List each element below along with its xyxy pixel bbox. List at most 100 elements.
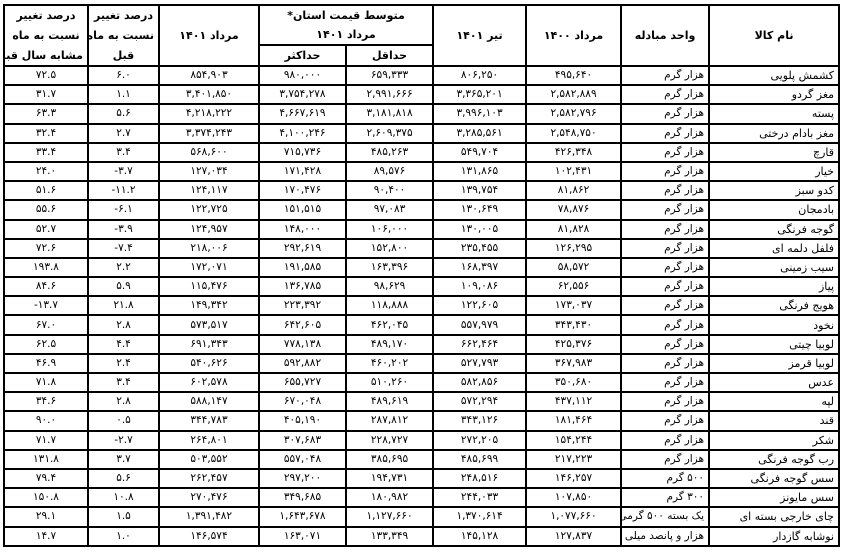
cell-mom: ۴.۴ bbox=[87, 333, 160, 355]
cell-mom: -۷.۴ bbox=[87, 237, 160, 259]
cell-unit: هزار گرم bbox=[620, 295, 711, 317]
cell-unit: هزار گرم bbox=[620, 371, 711, 394]
cell-name: چای خارجی بسته ای bbox=[708, 506, 841, 528]
cell-tir1401: ۳,۳۶۵,۲۰۱ bbox=[432, 84, 528, 106]
cell-name: لوبیا چیتی bbox=[708, 333, 841, 355]
cell-max: ۶۵۵,۷۲۷ bbox=[257, 371, 348, 394]
cell-mom: ۵.۶ bbox=[87, 467, 160, 490]
cell-yoy: ۷۱.۷ bbox=[3, 429, 89, 451]
table-row: مغز گردو هزار گرم ۲,۵۸۲,۸۸۹ ۳,۳۶۵,۲۰۱ ۲,۹۹۱,… bbox=[3, 84, 841, 106]
cell-unit: هزار گرم bbox=[620, 410, 711, 432]
cell-name: گوجه فرنگی bbox=[708, 218, 841, 240]
cell-aug1401: ۶۹۱,۳۴۳ bbox=[158, 333, 260, 355]
table-row: لوبیا قرمز هزار گرم ۳۶۷,۹۸۳ ۵۲۷,۷۹۳ ۴۶۰,۲۰۲ ۵… bbox=[3, 352, 841, 375]
cell-mom: ۲.۸ bbox=[87, 391, 160, 413]
cell-name: سس گوجه فرنگی bbox=[708, 467, 841, 490]
cell-name: نخود bbox=[708, 314, 841, 336]
cell-tir1401: ۱۴۵,۱۲۸ bbox=[432, 525, 528, 547]
cell-min: ۱۶۳,۳۹۶ bbox=[345, 256, 435, 279]
cell-unit: هزار گرم bbox=[620, 84, 711, 106]
cell-mom: ۱.۵ bbox=[87, 506, 160, 528]
cell-aug1400: ۸۱,۸۲۸ bbox=[525, 218, 623, 240]
cell-aug1401: ۳,۴۰۱,۸۵۰ bbox=[158, 84, 260, 106]
cell-tir1401: ۲۷۲,۲۰۵ bbox=[432, 429, 528, 451]
cell-aug1401: ۵۶۸,۶۰۰ bbox=[158, 141, 260, 163]
cell-tir1401: ۱۳۹,۷۵۴ bbox=[432, 180, 528, 202]
cell-max: ۱,۶۴۳,۶۷۸ bbox=[257, 506, 348, 528]
cell-name: کشمش پلویی bbox=[708, 64, 841, 87]
cell-aug1400: ۳۵۰,۶۸۰ bbox=[525, 371, 623, 394]
cell-yoy: ۶۷.۰ bbox=[3, 314, 89, 336]
cell-min: ۱۰۶,۰۰۰ bbox=[345, 218, 435, 240]
cell-unit: هزار گرم bbox=[620, 64, 711, 87]
cell-unit: هزار گرم bbox=[620, 429, 711, 451]
cell-min: ۴۸۵,۲۶۳ bbox=[345, 141, 435, 163]
cell-aug1400: ۶۲,۵۵۶ bbox=[525, 276, 623, 298]
cell-yoy: ۷۲.۵ bbox=[3, 64, 89, 87]
cell-name: بادمجان bbox=[708, 199, 841, 221]
cell-yoy: ۱۵۰.۸ bbox=[3, 487, 89, 509]
table-row: هویج فرنگی هزار گرم ۱۷۳,۰۳۷ ۱۲۲,۶۰۵ ۱۱۸,۸۸۸ ۲… bbox=[3, 295, 841, 317]
cell-aug1400: ۴۹۵,۶۴۰ bbox=[525, 64, 623, 87]
table-row: قند هزار گرم ۱۸۱,۴۶۴ ۳۴۳,۱۲۶ ۲۸۷,۸۱۲ ۴۰۵,۱۹۰ ۳… bbox=[3, 410, 841, 432]
cell-unit: هزار گرم bbox=[620, 276, 711, 298]
cell-yoy: ۸۴.۶ bbox=[3, 276, 89, 298]
cell-unit: یک بسته ۵۰۰ گرمی bbox=[620, 506, 711, 528]
header-min: حداقل bbox=[345, 44, 435, 67]
cell-yoy: ۲۴.۰ bbox=[3, 160, 89, 183]
cell-unit: هزار گرم bbox=[620, 141, 711, 163]
cell-unit: هزار گرم bbox=[620, 237, 711, 259]
cell-mom: ۵.۶ bbox=[87, 103, 160, 125]
header-yoy-2: نسبت به ماه bbox=[3, 25, 89, 45]
cell-min: ۱,۱۲۷,۶۶۰ bbox=[345, 506, 435, 528]
cell-aug1401: ۱۲۲,۷۲۵ bbox=[158, 199, 260, 221]
cell-tir1401: ۴۸۵,۶۹۹ bbox=[432, 448, 528, 470]
table-row: چای خارجی بسته ای یک بسته ۵۰۰ گرمی ۱,۰۷۷,۶… bbox=[3, 506, 841, 528]
header-name: نام کالا bbox=[708, 4, 841, 67]
cell-name: قند bbox=[708, 410, 841, 432]
cell-mom: ۳.۷ bbox=[87, 448, 160, 470]
cell-mom: ۳.۴ bbox=[87, 371, 160, 394]
cell-tir1401: ۵۷۲,۲۹۴ bbox=[432, 391, 528, 413]
cell-aug1401: ۸۵۴,۹۰۳ bbox=[158, 64, 260, 87]
cell-tir1401: ۱۶۸,۳۹۷ bbox=[432, 256, 528, 279]
cell-yoy: ۱۹۳.۸ bbox=[3, 256, 89, 279]
cell-max: ۵۹۲,۸۸۲ bbox=[257, 352, 348, 375]
cell-name: فلفل دلمه ای bbox=[708, 237, 841, 259]
table-row: لوبیا چیتی هزار گرم ۴۲۵,۳۷۶ ۶۶۲,۴۶۴ ۴۸۹,۱۷۰ ۷… bbox=[3, 333, 841, 355]
cell-max: ۱۷۰,۴۷۶ bbox=[257, 180, 348, 202]
cell-unit: هزار گرم bbox=[620, 391, 711, 413]
cell-mom: -۳.۷ bbox=[87, 160, 160, 183]
table-row: مغز بادام درختی هزار گرم ۲,۵۴۸,۷۵۰ ۳,۲۸۵,۵۶… bbox=[3, 122, 841, 144]
cell-unit: هزار گرم bbox=[620, 160, 711, 183]
cell-aug1401: ۲۱۸,۰۰۶ bbox=[158, 237, 260, 259]
cell-max: ۱۳۶,۷۸۵ bbox=[257, 276, 348, 298]
cell-tir1401: ۲۳۵,۴۵۵ bbox=[432, 237, 528, 259]
cell-aug1400: ۱۵۴,۲۴۴ bbox=[525, 429, 623, 451]
cell-max: ۳۴۹,۶۸۵ bbox=[257, 487, 348, 509]
cell-tir1401: ۱,۳۷۰,۶۱۴ bbox=[432, 506, 528, 528]
cell-min: ۲,۹۹۱,۶۶۶ bbox=[345, 84, 435, 106]
cell-aug1400: ۴۲۶,۳۴۸ bbox=[525, 141, 623, 163]
cell-min: ۴۶۲,۰۴۵ bbox=[345, 314, 435, 336]
table-row: فلفل دلمه ای هزار گرم ۱۲۶,۲۹۵ ۲۳۵,۴۵۵ ۱۵۲,۸۰… bbox=[3, 237, 841, 259]
cell-yoy: ۹۰.۰ bbox=[3, 410, 89, 432]
cell-mom: -۶.۱ bbox=[87, 199, 160, 221]
cell-mom: ۲.۸ bbox=[87, 314, 160, 336]
cell-aug1400: ۲,۵۸۲,۸۸۹ bbox=[525, 84, 623, 106]
cell-min: ۴۶۰,۲۰۲ bbox=[345, 352, 435, 375]
cell-aug1401: ۱۷۲,۰۷۱ bbox=[158, 256, 260, 279]
table-row: شکر هزار گرم ۱۵۴,۲۴۴ ۲۷۲,۲۰۵ ۲۲۸,۷۲۷ ۳۰۷,۶۸۳ ۲… bbox=[3, 429, 841, 451]
cell-unit: ۵۰۰ گرم bbox=[620, 467, 711, 490]
cell-max: ۷۷۸,۱۳۸ bbox=[257, 333, 348, 355]
header-mom-3: قبل bbox=[87, 45, 160, 67]
cell-max: ۱۹۱,۵۸۵ bbox=[257, 256, 348, 279]
header-aug1401: مرداد ۱۴۰۱ bbox=[158, 4, 260, 67]
cell-tir1401: ۶۶۲,۴۶۴ bbox=[432, 333, 528, 355]
cell-aug1400: ۱۲۷,۸۳۷ bbox=[525, 525, 623, 547]
cell-aug1401: ۳۴۴,۷۸۳ bbox=[158, 410, 260, 432]
cell-aug1400: ۱۲۶,۲۹۵ bbox=[525, 237, 623, 259]
cell-tir1401: ۵۵۷,۹۷۹ bbox=[432, 314, 528, 336]
cell-min: ۸۹,۵۷۶ bbox=[345, 160, 435, 183]
cell-mom: ۳.۴ bbox=[87, 141, 160, 163]
